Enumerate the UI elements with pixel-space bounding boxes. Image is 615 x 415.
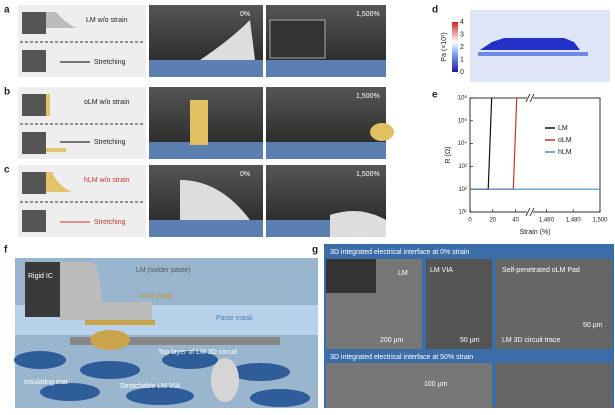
colorbar-label: Pa (×10³) bbox=[441, 32, 448, 61]
schematic-label: LM w/o strain bbox=[86, 17, 128, 24]
panel-label: e bbox=[432, 90, 438, 101]
y-tick-label: 10² bbox=[458, 187, 467, 193]
axis-break-mark bbox=[529, 93, 535, 103]
colorbar-tick: 4 bbox=[460, 19, 464, 26]
schematic-label: Stretching bbox=[94, 139, 126, 146]
axis-break bbox=[527, 209, 533, 215]
x-tick-label: 1,500 bbox=[592, 218, 608, 224]
panel-b: b oLM w/o strain Stretching 1,500% bbox=[4, 87, 394, 159]
x-tick-label: 40 bbox=[512, 218, 519, 224]
scale-bar: 100 µm bbox=[424, 381, 448, 388]
strain-label: 1,500% bbox=[356, 171, 380, 178]
label: Top layer of LM 3D circuit bbox=[158, 349, 237, 356]
x-tick-label: 20 bbox=[489, 218, 496, 224]
axis-break-mark bbox=[525, 93, 531, 103]
label: LM bbox=[398, 270, 408, 277]
x-tick-label: 1,480 bbox=[566, 218, 582, 224]
label: LM (solder paste) bbox=[136, 267, 190, 274]
strain-label: 1,500% bbox=[356, 11, 380, 18]
schematic-label: hLM w/o strain bbox=[84, 177, 130, 184]
y-tick-label: 10³ bbox=[458, 164, 467, 170]
panel-e: e R (Ω) Strain (%) 10¹ 10² 10³ 10⁴ 10⁵ 10⁶ 0 20… bbox=[432, 90, 608, 236]
panel-c: c hLM w/o strain Stretching 0% 1,500% bbox=[4, 165, 386, 237]
subtitle: 3D integrated electrical interface at 50… bbox=[330, 354, 473, 361]
panel-f: f Rigid IC LM (solder paste) oLM (pad) P… bbox=[4, 245, 318, 408]
panel-a: a LM w/o strain Stretching 0% 1,500% bbox=[4, 5, 386, 77]
y-tick-label: 10¹ bbox=[458, 210, 467, 216]
schematic-label: oLM w/o strain bbox=[84, 99, 130, 106]
series-line bbox=[470, 97, 518, 190]
strain-label: 0% bbox=[240, 171, 250, 178]
y-tick-label: 10⁶ bbox=[458, 95, 468, 102]
label: Stretchable LM VIA bbox=[120, 383, 181, 390]
label: Self-penetrated oLM Pad bbox=[502, 267, 580, 274]
plot-frame bbox=[469, 97, 601, 213]
strain-label: 1,500% bbox=[356, 93, 380, 100]
panel-g: g 3D integrated electrical interface at … bbox=[312, 244, 614, 408]
x-axis-label: Strain (%) bbox=[519, 229, 550, 236]
strain-label: 0% bbox=[240, 11, 250, 18]
legend-label: oLM bbox=[558, 137, 572, 144]
subtitle: 3D integrated electrical interface at 0%… bbox=[330, 249, 469, 256]
label: LM 3D circuit trace bbox=[502, 337, 560, 344]
x-tick-label: 0 bbox=[468, 218, 472, 224]
colorbar-tick: 3 bbox=[460, 31, 464, 38]
legend-label: LM bbox=[558, 125, 568, 132]
y-axis-label: R (Ω) bbox=[445, 147, 452, 164]
label: LM VIA bbox=[430, 267, 453, 274]
label: oLM (pad) bbox=[140, 293, 172, 300]
axis-break-mark bbox=[529, 207, 535, 217]
schematic-label: Stretching bbox=[94, 59, 126, 66]
y-tick-label: 10⁵ bbox=[458, 117, 468, 124]
panel-label: d bbox=[432, 5, 438, 16]
panel-label: f bbox=[4, 245, 8, 256]
x-tick-label: 1,460 bbox=[539, 218, 555, 224]
panel-label: a bbox=[4, 5, 10, 16]
colorbar-tick: 0 bbox=[460, 69, 464, 76]
scale-bar: 50 µm bbox=[460, 337, 480, 344]
axis-break-mark bbox=[525, 207, 531, 217]
legend-label: hLM bbox=[558, 149, 572, 156]
scale-bar: 50 µm bbox=[583, 322, 603, 329]
panel-label: b bbox=[4, 87, 10, 98]
label: Insulating mat bbox=[24, 379, 68, 386]
y-tick-label: 10⁴ bbox=[458, 140, 468, 147]
panel-label: c bbox=[4, 165, 10, 176]
series-line bbox=[470, 97, 493, 190]
label: Paste mask bbox=[216, 315, 253, 322]
axis-break bbox=[527, 95, 533, 101]
label: Rigid IC bbox=[28, 273, 53, 280]
panel-label: g bbox=[312, 245, 318, 256]
schematic-label: Stretching bbox=[94, 219, 126, 226]
scale-bar: 200 µm bbox=[380, 337, 404, 344]
colorbar-tick: 2 bbox=[460, 44, 464, 51]
colorbar-tick: 1 bbox=[460, 56, 464, 63]
panel-d: d 4 3 2 1 0 Pa (×10³) bbox=[432, 5, 610, 82]
